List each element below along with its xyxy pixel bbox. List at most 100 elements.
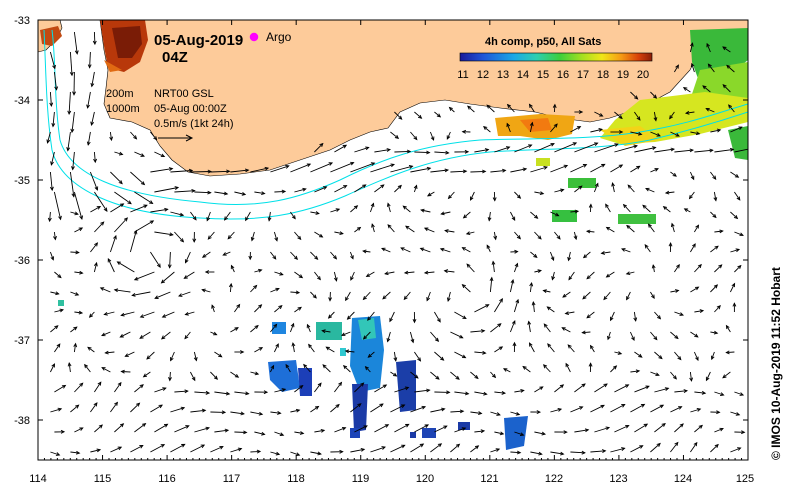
current-arrow [310,291,317,299]
current-arrow [310,451,322,456]
current-arrow [328,291,332,302]
current-arrow [674,311,685,316]
current-arrow [594,426,611,433]
current-arrow [190,211,197,221]
current-arrow [146,351,155,360]
current-arrow [270,251,277,260]
current-arrow [574,185,583,193]
current-arrow [174,389,189,394]
current-arrow [350,271,355,281]
current-arrow [103,311,115,316]
current-arrow [390,444,406,453]
current-arrow [530,165,548,173]
current-arrow [570,126,582,133]
current-arrow [54,343,61,353]
current-arrow [110,203,125,213]
current-arrow [254,431,266,436]
current-arrow [514,431,525,436]
current-arrow [594,143,619,153]
current-arrow [529,121,534,133]
current-arrow [390,131,400,139]
current-arrow [669,111,675,120]
current-arrow [470,169,487,174]
current-arrow [314,142,324,153]
current-arrow [374,148,392,153]
argo-float [250,33,258,41]
current-arrow [234,191,247,196]
current-arrow [550,451,565,456]
current-arrow [554,142,578,153]
current-arrow [69,171,76,198]
product-label: NRT00 GSL [154,88,214,100]
current-arrow [234,391,250,396]
current-arrow [403,291,411,301]
current-arrow [410,371,419,379]
current-arrow [645,187,655,193]
current-arrow [509,320,516,333]
current-arrow [386,202,391,213]
current-arrow [590,404,605,413]
current-arrow [690,286,700,293]
current-arrow [70,326,78,333]
current-arrow [334,381,343,393]
current-arrow [707,63,715,73]
current-arrow [390,371,398,377]
current-arrow [506,122,511,133]
current-arrow [214,428,230,433]
colorbar-label: 16 [557,69,569,81]
current-arrow [130,171,146,186]
current-arrow [72,71,76,96]
current-arrow [734,391,745,396]
current-arrow [130,445,144,453]
current-arrow [274,431,285,436]
current-arrow [174,425,190,433]
current-arrow [393,351,398,362]
current-arrow [334,144,348,153]
colorbar-label: 11 [457,69,468,81]
current-arrow [534,231,542,240]
current-arrow [114,217,128,233]
colorbar-label: 14 [517,69,529,81]
current-arrow [142,371,151,378]
current-arrow [74,382,84,393]
current-arrow [543,364,551,373]
current-arrow [690,131,701,136]
current-arrow [270,411,282,415]
current-arrow [570,406,584,413]
current-arrow [439,247,451,253]
current-arrow [722,84,731,93]
current-arrow [567,344,575,353]
current-arrow [109,234,117,253]
current-arrow [133,271,155,281]
current-arrow [605,203,611,213]
current-arrow [192,231,197,243]
current-arrow [589,344,595,353]
current-arrow [70,450,81,455]
current-arrow [454,351,467,359]
current-arrow [510,211,516,222]
current-arrow [93,151,98,164]
current-arrow [294,231,302,241]
current-arrow [367,311,375,321]
sst-patch-northwest [40,20,148,72]
current-arrow [430,443,443,453]
colorbar-title: 4h comp, p50, All Sats [485,36,601,48]
current-arrow [113,288,131,293]
current-arrow [50,451,61,456]
current-arrow [447,191,455,200]
current-arrow [184,251,191,264]
current-arrow [490,448,501,453]
current-arrow [274,271,284,276]
current-arrow [510,450,522,455]
current-arrow [110,171,123,185]
current-arrow [89,171,99,191]
current-arrow [582,291,591,300]
current-arrow [250,166,270,173]
current-arrow [534,431,547,436]
current-arrow [210,331,218,336]
current-arrow [54,271,62,279]
current-arrow [330,208,341,213]
current-arrow [448,106,455,113]
current-arrow [710,410,721,415]
